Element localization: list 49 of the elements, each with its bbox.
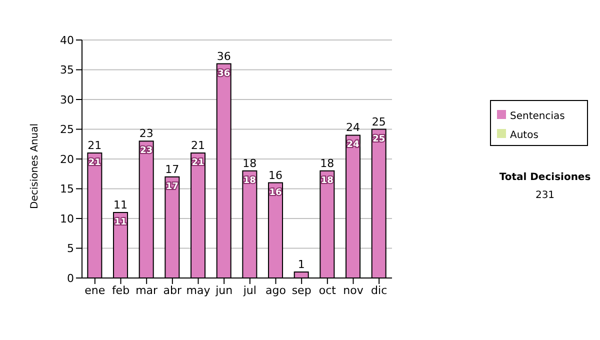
text: 231 [534, 190, 556, 201]
x-tick-label: may [186, 284, 211, 297]
x-tick-label: nov [343, 284, 364, 297]
x-tick-label: jul [242, 284, 256, 297]
y-axis-title: Decisiones Anual [30, 123, 41, 209]
x-tick-label: dic [371, 284, 388, 297]
y-tick-label: 30 [60, 93, 74, 106]
total-label: 1 [298, 258, 305, 272]
x-tick-label: ene [84, 284, 106, 297]
x-tick-label: ago [266, 284, 286, 297]
y-tick-label: 25 [60, 123, 74, 136]
total-label: 11 [114, 198, 128, 212]
total-label: 17 [165, 162, 180, 176]
total-label: 16 [268, 168, 283, 182]
data-label: 18 [243, 176, 256, 186]
text: Total Decisiones [498, 172, 592, 183]
total-label: 23 [139, 127, 154, 140]
data-label: 11 [114, 218, 127, 228]
y-tick-label: 20 [60, 152, 74, 166]
data-label: 23 [140, 146, 153, 156]
total-label: 21 [191, 139, 206, 152]
data-label: 16 [269, 188, 282, 198]
total-label: 18 [320, 156, 334, 170]
data-label: 24 [346, 140, 360, 150]
x-tick-label: feb [112, 284, 130, 297]
x-tick-label: abr [163, 284, 182, 297]
legend-label: Sentencias [510, 111, 565, 122]
y-tick-label: 5 [67, 242, 74, 256]
x-tick-label: sep [292, 284, 312, 297]
total-label: 18 [242, 156, 257, 170]
y-tick-label: 15 [60, 182, 74, 196]
x-tick-label: oct [318, 284, 337, 297]
data-label: 25 [372, 134, 386, 144]
y-tick-label: 40 [60, 34, 74, 47]
total-label: 36 [216, 50, 231, 63]
y-tick-label: 10 [60, 212, 74, 226]
x-tick-label: mar [136, 284, 158, 297]
total-label: 21 [88, 139, 102, 152]
y-tick-label: 35 [60, 64, 74, 77]
total-label: 25 [372, 115, 386, 128]
x-tick-label: jun [214, 284, 233, 297]
data-label: 21 [192, 158, 204, 168]
y-tick-label: 0 [67, 272, 74, 285]
data-label: 36 [218, 68, 230, 79]
data-label: 18 [320, 176, 334, 186]
data-label: 21 [88, 158, 101, 168]
legend-label: Autos [510, 130, 538, 141]
data-label: 17 [166, 182, 178, 192]
total-label: 24 [346, 121, 360, 134]
